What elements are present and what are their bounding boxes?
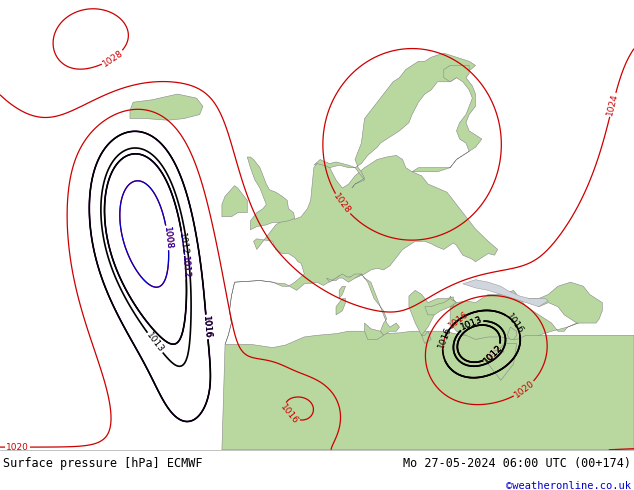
Text: 1008: 1008	[162, 226, 173, 250]
Text: 1028: 1028	[101, 48, 125, 69]
Text: ©weatheronline.co.uk: ©weatheronline.co.uk	[506, 481, 631, 490]
Polygon shape	[225, 155, 498, 344]
Polygon shape	[327, 274, 399, 335]
Text: 1013: 1013	[459, 315, 484, 332]
Text: 1012: 1012	[178, 232, 189, 255]
Polygon shape	[463, 280, 548, 307]
Text: 1016: 1016	[278, 402, 300, 426]
Text: 1008: 1008	[162, 226, 173, 250]
Polygon shape	[339, 286, 346, 298]
Polygon shape	[130, 94, 203, 120]
Polygon shape	[412, 66, 482, 172]
Text: 1013: 1013	[145, 331, 165, 355]
Text: 1012: 1012	[181, 255, 191, 279]
Polygon shape	[336, 298, 346, 315]
Text: Surface pressure [hPa] ECMWF: Surface pressure [hPa] ECMWF	[3, 457, 203, 470]
Polygon shape	[222, 331, 634, 450]
Polygon shape	[314, 53, 476, 188]
Text: 1020: 1020	[6, 442, 29, 452]
Text: 1016: 1016	[437, 325, 453, 349]
Polygon shape	[526, 282, 602, 323]
Text: 1020: 1020	[512, 379, 536, 400]
Polygon shape	[409, 291, 453, 343]
Text: 1016: 1016	[202, 315, 212, 339]
Text: 1016: 1016	[446, 310, 470, 331]
Polygon shape	[488, 343, 517, 380]
Polygon shape	[247, 157, 295, 230]
Text: 1012: 1012	[482, 343, 505, 366]
Polygon shape	[507, 327, 517, 340]
Polygon shape	[222, 186, 247, 217]
Text: 1016: 1016	[202, 315, 212, 339]
Text: 1016: 1016	[505, 312, 526, 336]
Polygon shape	[365, 323, 384, 340]
Text: Mo 27-05-2024 06:00 UTC (00+174): Mo 27-05-2024 06:00 UTC (00+174)	[403, 457, 631, 470]
Text: 1012: 1012	[181, 255, 191, 279]
Polygon shape	[491, 350, 504, 356]
Polygon shape	[450, 291, 590, 340]
Text: 1016: 1016	[202, 315, 212, 339]
Text: 1028: 1028	[332, 192, 353, 216]
Text: 1024: 1024	[605, 93, 620, 117]
Text: 1012: 1012	[482, 343, 505, 366]
Text: 1012: 1012	[482, 343, 505, 366]
Polygon shape	[425, 298, 456, 315]
Text: 1013: 1013	[459, 315, 484, 332]
